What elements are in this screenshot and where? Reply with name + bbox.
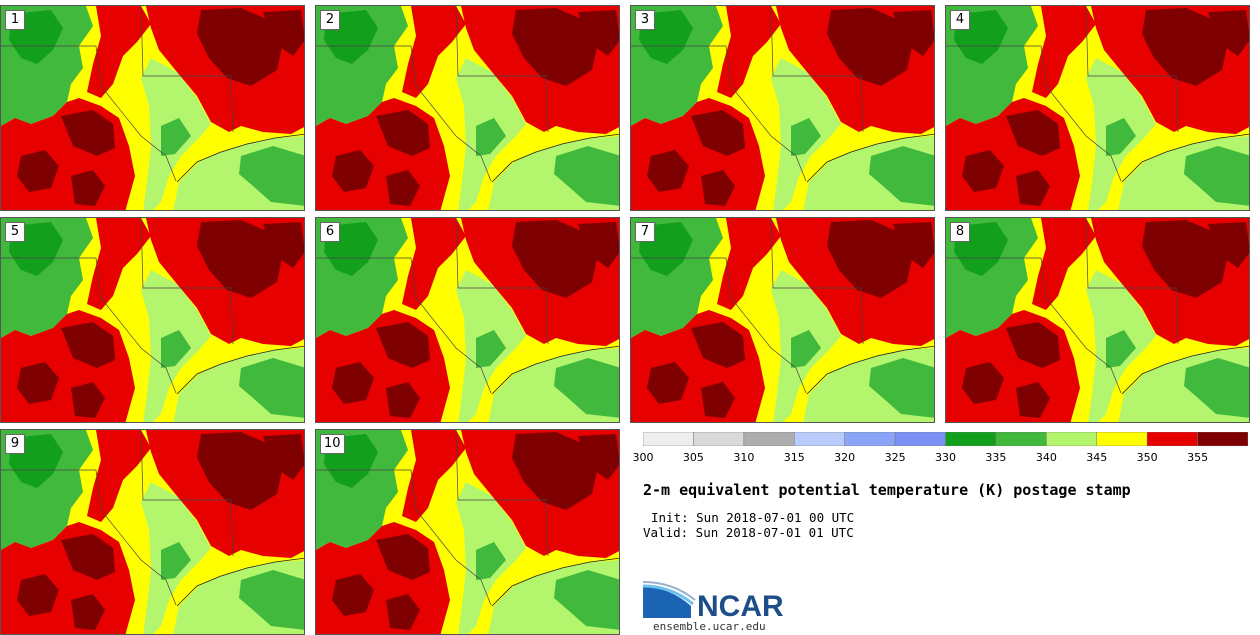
- colorbar-segment: [995, 432, 1047, 446]
- colorbar-tick-label: 305: [682, 451, 704, 464]
- member-number: 8: [950, 222, 970, 242]
- colorbar-segment: [1046, 432, 1098, 446]
- map-panel-5: 5: [0, 217, 305, 423]
- colorbar-segment: [1197, 432, 1248, 446]
- colorbar-tick-label: 340: [1035, 451, 1057, 464]
- member-number: 2: [320, 10, 340, 30]
- colorbar-segment: [894, 432, 946, 446]
- colorbar-segment: [1096, 432, 1148, 446]
- map-panel-7: 7: [630, 217, 935, 423]
- logo-url[interactable]: ensemble.ucar.edu: [653, 620, 766, 633]
- member-number: 5: [5, 222, 25, 242]
- colorbar-tick-label: 330: [935, 451, 956, 464]
- valid-time: Valid: Sun 2018-07-01 01 UTC: [643, 525, 854, 540]
- member-number: 6: [320, 222, 340, 242]
- map-panel-10: 10: [315, 429, 620, 635]
- map-panel-4: 4: [945, 5, 1250, 211]
- colorbar-tick-label: 325: [884, 451, 906, 464]
- colorbar-tick-label: 310: [733, 451, 755, 464]
- colorbar-tick-label: 315: [783, 451, 805, 464]
- member-number: 7: [635, 222, 655, 242]
- member-number: 9: [5, 434, 25, 454]
- colorbar-tick-label: 300: [632, 451, 654, 464]
- svg-text:NCAR: NCAR: [697, 590, 784, 623]
- member-number: 1: [5, 10, 25, 30]
- map-panel-6: 6: [315, 217, 620, 423]
- member-number: 3: [635, 10, 655, 30]
- colorbar-tick-label: 335: [985, 451, 1007, 464]
- colorbar-tick-label: 350: [1136, 451, 1158, 464]
- colorbar-segment: [1146, 432, 1198, 446]
- colorbar-labels: 300 305 310 315 320 325 330 335 340 345 350 355: [633, 451, 1260, 467]
- member-number: 10: [320, 434, 345, 454]
- colorbar-tick-label: 345: [1086, 451, 1108, 464]
- colorbar-tick-label: 355: [1187, 451, 1209, 464]
- init-time: Init: Sun 2018-07-01 00 UTC: [651, 510, 855, 525]
- chart-title: 2-m equivalent potential temperature (K)…: [643, 481, 1131, 499]
- member-number: 4: [950, 10, 970, 30]
- map-panel-3: 3: [630, 5, 935, 211]
- map-panel-2: 2: [315, 5, 620, 211]
- map-panel-9: 9: [0, 429, 305, 635]
- colorbar-segment: [794, 432, 845, 446]
- ncar-logo[interactable]: NCAR: [642, 578, 803, 624]
- colorbar-segment: [743, 432, 795, 446]
- colorbar-segment: [945, 432, 997, 446]
- colorbar-segment: [643, 432, 694, 446]
- map-panel-8: 8: [945, 217, 1250, 423]
- colorbar-tick-label: 320: [834, 451, 856, 464]
- colorbar: [643, 432, 1248, 446]
- colorbar-segment: [693, 432, 745, 446]
- map-panel-1: 1: [0, 5, 305, 211]
- colorbar-segment: [844, 432, 896, 446]
